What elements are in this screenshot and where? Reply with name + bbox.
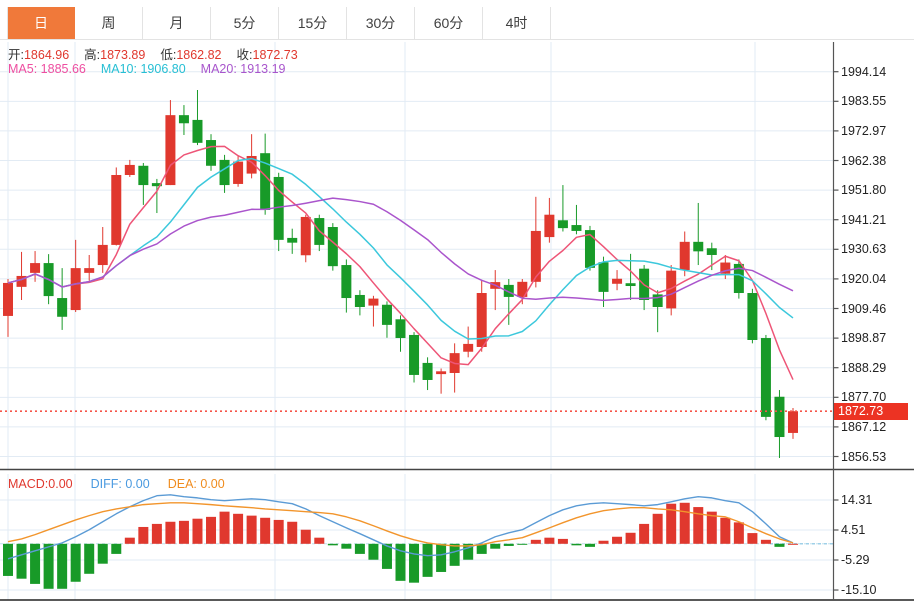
ma5-label: MA5: bbox=[8, 62, 38, 76]
tab-day[interactable]: 日 bbox=[7, 7, 75, 39]
diff-label: DIFF: bbox=[90, 477, 122, 491]
open-pair: 开:1864.96 bbox=[8, 44, 69, 63]
ma-info-row: MA5: 1885.66 MA10: 1906.80 MA20: 1913.19 bbox=[8, 62, 285, 76]
high-pair: 高:1873.89 bbox=[84, 44, 145, 63]
ma20-label: MA20: bbox=[200, 62, 237, 76]
ma20-value: 1913.19 bbox=[240, 62, 286, 76]
macd-pair: MACD:0.00 bbox=[8, 477, 73, 491]
price-axis-label: 1972.97 bbox=[841, 123, 887, 138]
price-axis-label: 1941.21 bbox=[841, 212, 887, 227]
high-value: 1873.89 bbox=[100, 48, 146, 62]
price-axis-label: 1920.04 bbox=[841, 271, 887, 286]
macd-value: 0.00 bbox=[48, 477, 73, 491]
price-axis-label: 1983.55 bbox=[841, 94, 887, 109]
tab-week[interactable]: 周 bbox=[75, 7, 143, 39]
ma10-value: 1906.80 bbox=[140, 62, 186, 76]
ma10-label: MA10: bbox=[100, 62, 137, 76]
tab-month[interactable]: 月 bbox=[143, 7, 211, 39]
tab-5min[interactable]: 5分 bbox=[211, 7, 279, 39]
open-value: 1864.96 bbox=[23, 48, 70, 62]
ma5-pair: MA5: 1885.66 bbox=[8, 62, 86, 76]
price-axis-label: 1898.87 bbox=[841, 331, 887, 346]
macd-axis-label: 14.31 bbox=[841, 492, 873, 507]
dea-label: DEA: bbox=[167, 477, 197, 491]
diff-value: 0.00 bbox=[125, 477, 150, 491]
macd-axis-label: -15.10 bbox=[841, 583, 877, 598]
dea-pair: DEA: 0.00 bbox=[168, 477, 225, 491]
tab-60min[interactable]: 60分 bbox=[415, 7, 483, 39]
ma10-pair: MA10: 1906.80 bbox=[101, 62, 186, 76]
current-price-badge: 1872.73 bbox=[834, 402, 908, 420]
ohlc-info-row: 开:1864.96 高:1873.89 低:1862.82 收:1872.73 bbox=[8, 44, 298, 63]
tab-4hour[interactable]: 4时 bbox=[483, 7, 551, 39]
macd-axis-label: -5.29 bbox=[841, 552, 870, 567]
ma20-pair: MA20: 1913.19 bbox=[201, 62, 286, 76]
price-axis-label: 1856.53 bbox=[841, 449, 887, 464]
ma5-value: 1885.66 bbox=[40, 62, 86, 76]
open-label: 开: bbox=[8, 48, 24, 62]
close-value: 1872.73 bbox=[252, 48, 298, 62]
high-label: 高: bbox=[84, 48, 101, 62]
close-label: 收: bbox=[236, 48, 253, 62]
close-pair: 收:1872.73 bbox=[237, 44, 298, 63]
price-axis-label: 1994.14 bbox=[841, 64, 887, 79]
low-value: 1862.82 bbox=[176, 48, 222, 62]
tab-15min[interactable]: 15分 bbox=[279, 7, 347, 39]
period-tabbar: 日 周 月 5分 15分 30分 60分 4时 bbox=[0, 0, 914, 40]
price-axis-label: 1909.46 bbox=[841, 301, 887, 316]
price-axis-label: 1888.29 bbox=[841, 360, 887, 375]
low-label: 低: bbox=[160, 48, 177, 62]
macd-axis-label: 4.51 bbox=[841, 522, 866, 537]
macd-label: MACD: bbox=[8, 477, 49, 491]
price-axis-label: 1867.12 bbox=[841, 419, 887, 434]
macd-info-row: MACD:0.00 DIFF: 0.00 DEA: 0.00 bbox=[8, 477, 225, 491]
price-axis-label: 1877.70 bbox=[841, 390, 887, 405]
tab-30min[interactable]: 30分 bbox=[347, 7, 415, 39]
price-axis-label: 1951.80 bbox=[841, 183, 887, 198]
price-axis-label: 1930.63 bbox=[841, 242, 887, 257]
diff-pair: DIFF: 0.00 bbox=[91, 477, 150, 491]
price-axis-label: 1962.38 bbox=[841, 153, 887, 168]
dea-value: 0.00 bbox=[200, 477, 225, 491]
low-pair: 低:1862.82 bbox=[160, 44, 221, 63]
